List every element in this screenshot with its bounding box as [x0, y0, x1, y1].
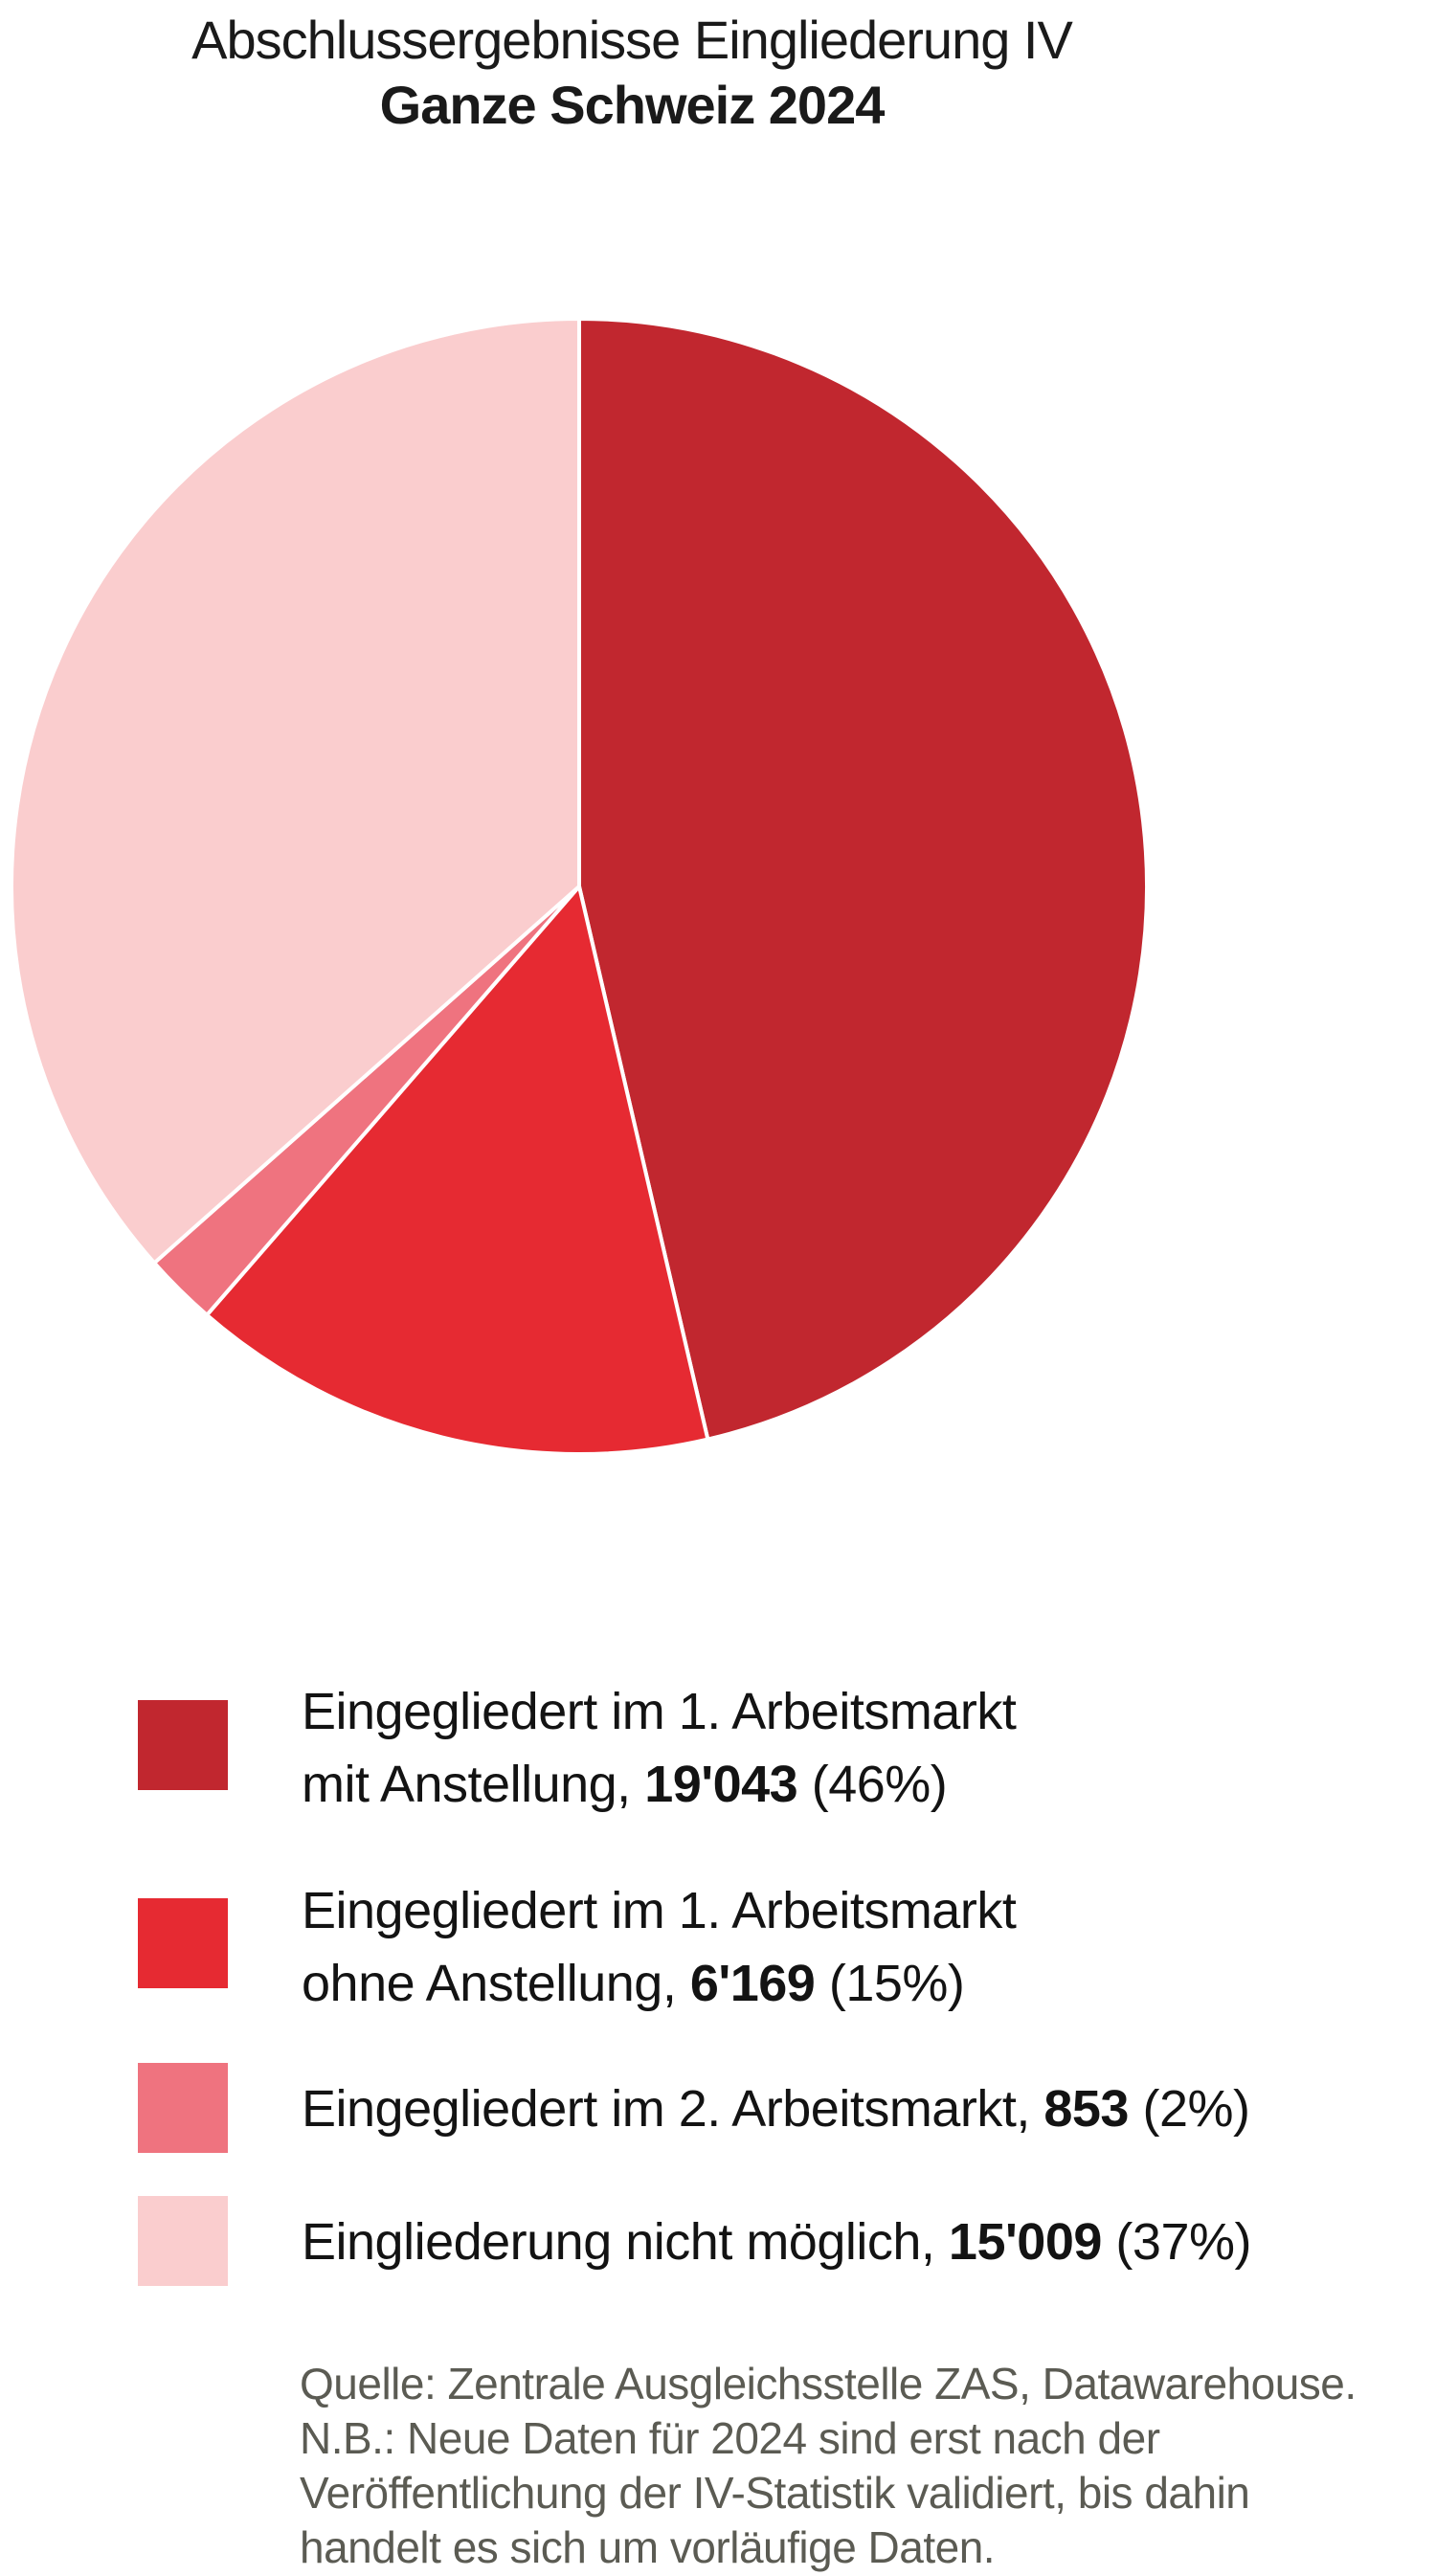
legend-swatch-4 — [138, 2196, 228, 2286]
legend-4-suffix: (37%) — [1101, 2213, 1251, 2271]
legend-3-prefix: Eingegliedert im 2. Arbeitsmarkt, — [302, 2080, 1044, 2138]
legend-1-line1: Eingegliedert im 1. Arbeitsmarkt — [302, 1683, 1017, 1740]
legend-1-value: 19'043 — [644, 1756, 798, 1813]
legend-2-suffix: (15%) — [815, 1955, 965, 2012]
legend-4-prefix: Eingliederung nicht möglich, — [302, 2213, 949, 2271]
pie-slice-4 — [10, 317, 581, 1266]
chart-title-line2: Ganze Schweiz 2024 — [379, 75, 886, 135]
source-note-line4: handelt es sich um vorläufige Daten. — [300, 2522, 996, 2572]
legend-2-value: 6'169 — [689, 1955, 816, 2012]
legend-4-value: 15'009 — [948, 2213, 1103, 2271]
legend-swatch-1 — [138, 1700, 228, 1790]
legend-label-1: Eingegliedert im 1. Arbeitsmarkt mit Ans… — [302, 1675, 1017, 1821]
pie-chart — [10, 317, 1149, 1456]
chart-title: Abschlussergebnisse Eingliederung IV Gan… — [0, 8, 1264, 138]
source-note-line1: Quelle: Zentrale Ausgleichsstelle ZAS, D… — [300, 2359, 1357, 2408]
legend-1-line2-prefix: mit Anstellung, — [302, 1756, 645, 1813]
legend-2-line2-prefix: ohne Anstellung, — [302, 1955, 690, 2012]
source-note: Quelle: Zentrale Ausgleichsstelle ZAS, D… — [300, 2357, 1357, 2575]
legend-3-suffix: (2%) — [1128, 2080, 1250, 2138]
legend-label-4: Eingliederung nicht möglich, 15'009 (37%… — [302, 2206, 1251, 2278]
legend-3-value: 853 — [1043, 2080, 1129, 2138]
pie-svg — [10, 317, 1149, 1456]
source-note-line2: N.B.: Neue Daten für 2024 sind erst nach… — [300, 2413, 1160, 2463]
legend-2-line1: Eingegliedert im 1. Arbeitsmarkt — [302, 1882, 1017, 1939]
pie-slice-1 — [577, 317, 1149, 1442]
pie-slice-2 — [205, 885, 710, 1456]
legend-1-suffix: (46%) — [797, 1756, 948, 1813]
source-note-line3: Veröffentlichung der IV-Statistik validi… — [300, 2468, 1250, 2518]
chart-title-line1: Abschlussergebnisse Eingliederung IV — [191, 10, 1073, 70]
legend-label-3: Eingegliedert im 2. Arbeitsmarkt, 853 (2… — [302, 2072, 1250, 2145]
legend-swatch-3 — [138, 2063, 228, 2153]
legend-swatch-2 — [138, 1898, 228, 1988]
legend-label-2: Eingegliedert im 1. Arbeitsmarkt ohne An… — [302, 1874, 1017, 2020]
